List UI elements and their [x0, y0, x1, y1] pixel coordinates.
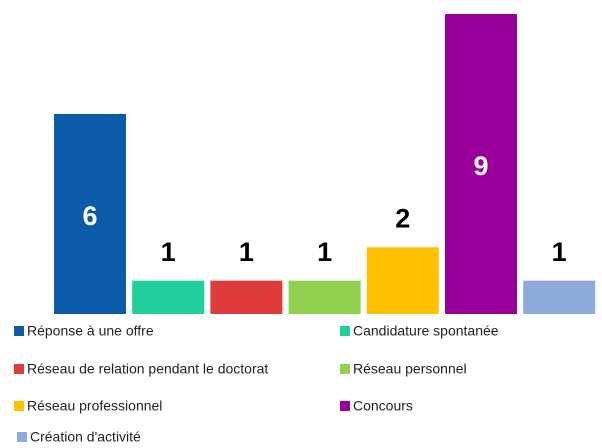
bar — [210, 280, 283, 314]
data-label: 1 — [239, 237, 254, 267]
legend-label: Candidature spontanée — [353, 323, 499, 339]
data-label: 1 — [317, 237, 332, 267]
legend-label: Réseau professionnel — [27, 398, 162, 414]
legend-swatch — [340, 364, 350, 374]
legend-label: Création d'activité — [30, 429, 141, 443]
legend-label: Réseau de relation pendant le doctorat — [27, 361, 268, 377]
legend-swatch — [340, 401, 350, 411]
data-label: 9 — [473, 151, 488, 181]
bar — [54, 114, 126, 314]
data-label: 2 — [395, 203, 410, 233]
data-label: 6 — [82, 201, 97, 231]
legend-label: Concours — [353, 398, 413, 414]
legend-label: Réponse à une offre — [27, 323, 154, 339]
data-label: 1 — [161, 237, 176, 267]
legend-label: Réseau personnel — [353, 361, 467, 377]
legend-swatch — [14, 401, 24, 411]
bar — [132, 280, 205, 314]
bar — [445, 14, 517, 314]
bar — [523, 280, 596, 314]
legend-swatch — [17, 432, 27, 442]
data-label: 1 — [552, 237, 567, 267]
bar — [288, 280, 361, 314]
bar — [366, 247, 439, 314]
legend-swatch — [14, 364, 24, 374]
legend-swatch — [14, 326, 24, 336]
legend-swatch — [340, 326, 350, 336]
